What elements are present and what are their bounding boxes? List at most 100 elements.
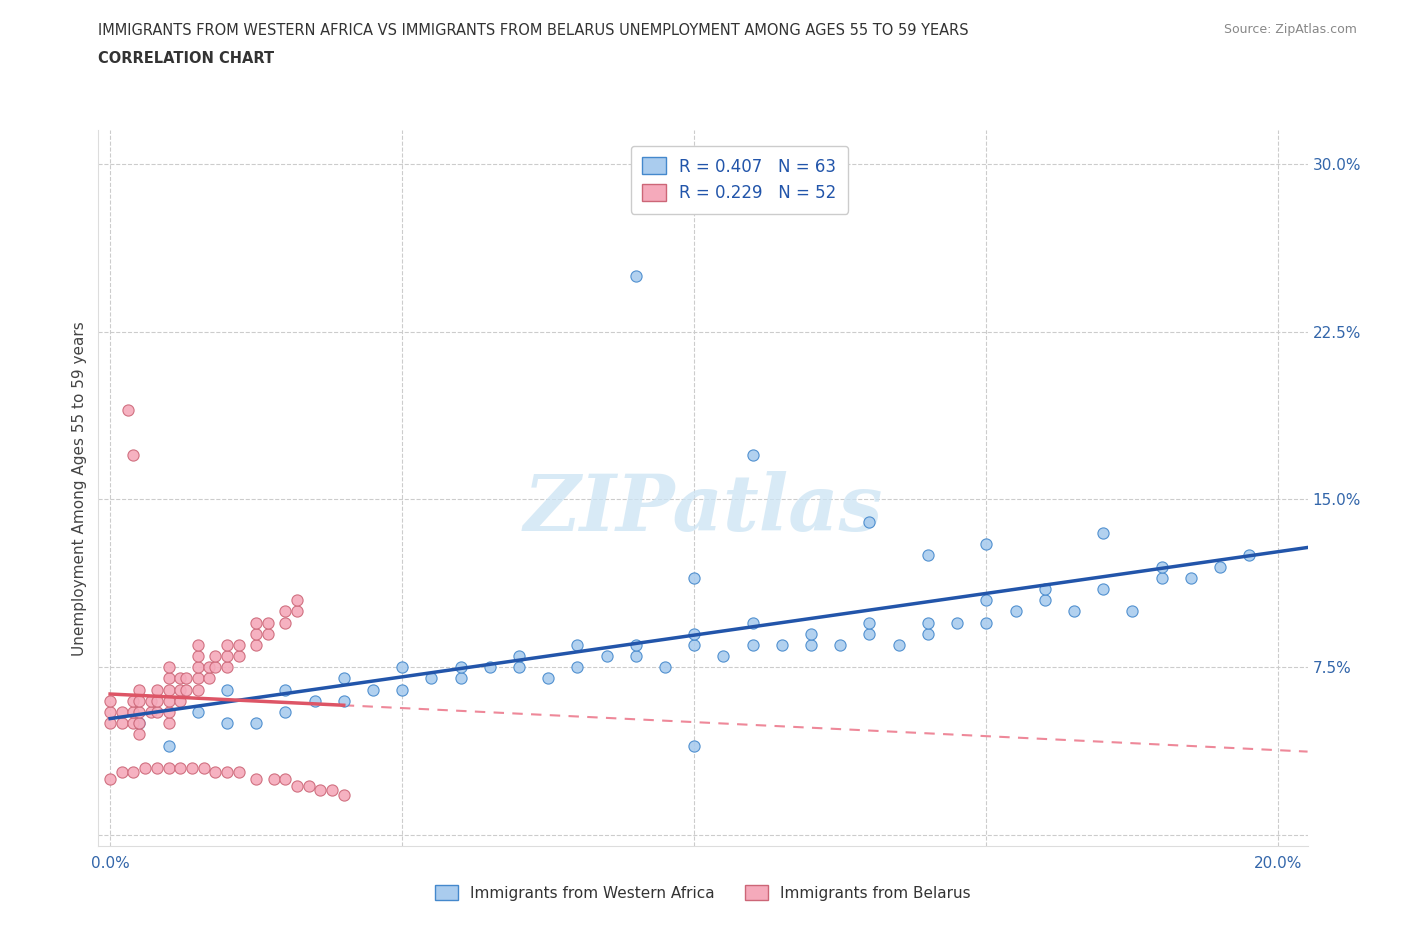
Point [111,765,134,780]
Point [245,772,267,787]
Point [974,615,997,630]
Point [391,683,413,698]
Text: ZIPatlas: ZIPatlas [523,472,883,548]
Point [180,761,202,776]
Point [134,761,156,776]
Point [187,683,209,698]
Point [683,626,706,641]
Point [98,694,121,709]
Point [420,671,443,686]
Point [204,765,226,780]
Legend: Immigrants from Western Africa, Immigrants from Belarus: Immigrants from Western Africa, Immigran… [429,879,977,907]
Point [537,671,560,686]
Point [321,783,343,798]
Point [332,671,354,686]
Point [187,671,209,686]
Point [478,660,501,675]
Point [917,548,939,563]
Point [245,637,267,652]
Point [770,637,793,652]
Point [974,592,997,607]
Point [169,694,191,709]
Point [263,772,285,787]
Point [146,694,169,709]
Point [332,788,354,803]
Point [157,694,180,709]
Point [741,637,763,652]
Point [169,683,191,698]
Point [228,648,250,663]
Point [98,772,121,787]
Point [713,648,735,663]
Point [508,660,530,675]
Point [139,694,162,709]
Point [595,648,617,663]
Point [567,660,589,675]
Point [146,705,169,720]
Point [274,604,297,618]
Point [204,648,226,663]
Point [858,615,880,630]
Point [285,592,308,607]
Point [946,615,969,630]
Point [128,716,150,731]
Point [228,765,250,780]
Point [800,637,823,652]
Point [1150,570,1173,585]
Point [228,637,250,652]
Point [146,761,169,776]
Y-axis label: Unemployment Among Ages 55 to 59 years: Unemployment Among Ages 55 to 59 years [72,321,87,656]
Point [274,772,297,787]
Point [683,637,706,652]
Point [858,514,880,529]
Point [122,705,145,720]
Point [624,268,647,283]
Point [157,738,180,753]
Point [245,716,267,731]
Point [274,615,297,630]
Point [654,660,676,675]
Point [128,705,150,720]
Point [683,570,706,585]
Point [332,694,354,709]
Point [122,716,145,731]
Point [1237,548,1260,563]
Point [198,671,221,686]
Point [974,537,997,551]
Point [245,615,267,630]
Text: IMMIGRANTS FROM WESTERN AFRICA VS IMMIGRANTS FROM BELARUS UNEMPLOYMENT AMONG AGE: IMMIGRANTS FROM WESTERN AFRICA VS IMMIGR… [98,23,969,38]
Point [391,660,413,675]
Point [800,626,823,641]
Point [624,648,647,663]
Point [508,648,530,663]
Point [169,761,191,776]
Point [215,765,238,780]
Point [450,671,472,686]
Point [174,683,197,698]
Point [187,705,209,720]
Point [285,778,308,793]
Point [1209,559,1232,574]
Point [174,671,197,686]
Point [128,694,150,709]
Point [245,626,267,641]
Point [1092,525,1115,540]
Point [111,716,134,731]
Point [215,637,238,652]
Point [157,761,180,776]
Point [309,783,332,798]
Point [187,637,209,652]
Point [830,637,852,652]
Point [146,683,169,698]
Point [274,705,297,720]
Point [157,683,180,698]
Point [917,626,939,641]
Point [198,660,221,675]
Point [298,778,321,793]
Point [1004,604,1026,618]
Point [1033,592,1056,607]
Point [1180,570,1202,585]
Point [169,671,191,686]
Point [139,705,162,720]
Point [1033,581,1056,596]
